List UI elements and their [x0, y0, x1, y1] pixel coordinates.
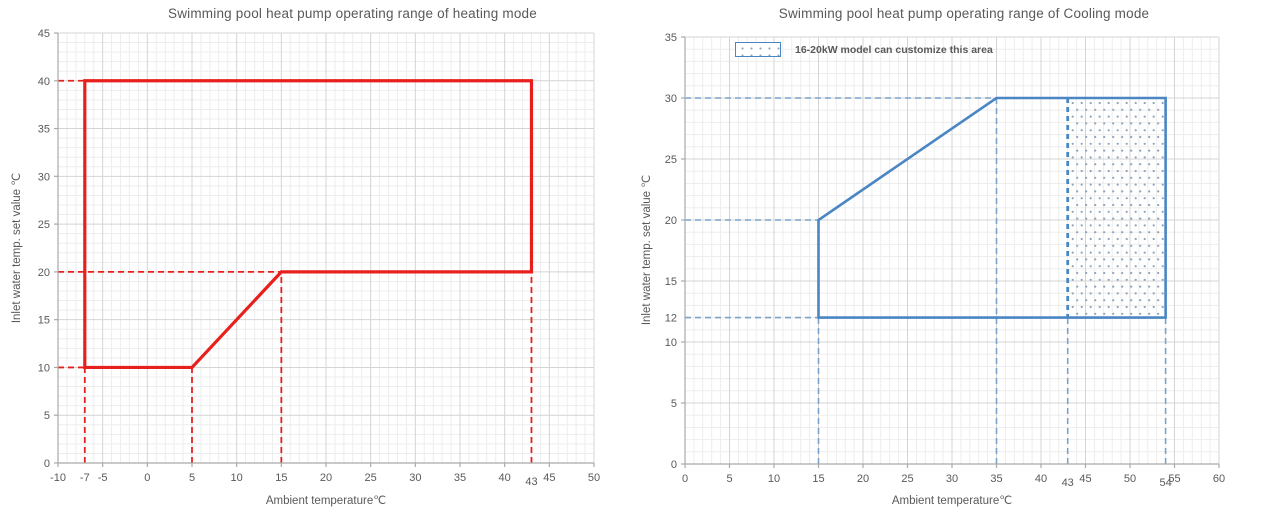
heating-chart-plot: -10 -5 0 5 10 15 20 25 30 35 40 45 50 -7 43 0 5 10 15 20 25 3… [38, 28, 600, 488]
x-tick-label: 30 [946, 473, 958, 485]
cooling-x-axis-label: Ambient temperature℃ [891, 495, 1013, 507]
x-tick-label: 15 [275, 472, 287, 484]
x-tick-label: 45 [543, 472, 555, 484]
y-tick-label: 12 [665, 313, 677, 325]
y-tick-label: 20 [665, 215, 677, 227]
x-tick-label: -5 [98, 472, 108, 484]
tick-labels: -10 -5 0 5 10 15 20 25 30 35 40 45 50 -7 43 0 5 10 15 20 25 3… [38, 28, 600, 488]
y-tick-label: 10 [665, 337, 677, 349]
y-tick-label: 5 [44, 410, 50, 422]
x-tick-label: 10 [231, 472, 243, 484]
cooling-legend-label: 16-20kW model can customize this area [795, 43, 993, 56]
tick-labels: 0 5 10 15 20 25 30 35 40 45 50 55 60 43 54 0 5 10 15 20 25 30… [665, 32, 1225, 489]
heating-chart-title: Swimming pool heat pump operating range … [168, 6, 537, 21]
x-tick-label: 35 [454, 472, 466, 484]
x-tick-label: 60 [1213, 473, 1225, 485]
x-tick-label: 54 [1159, 477, 1171, 489]
x-tick-label: 15 [812, 473, 824, 485]
customize-area-dots [1071, 101, 1164, 315]
customize-area-swatch-icon [735, 42, 781, 57]
x-tick-label: -10 [50, 472, 66, 484]
cooling-chart-plot: 0 5 10 15 20 25 30 35 40 45 50 55 60 43 54 0 5 10 15 20 25 30… [665, 32, 1225, 489]
operating-range-outline [817, 96, 1167, 319]
x-tick-label: 40 [499, 472, 511, 484]
x-tick-label: 35 [990, 473, 1002, 485]
y-tick-label: 15 [38, 315, 50, 327]
y-tick-label: 30 [38, 171, 50, 183]
y-tick-label: 40 [38, 76, 50, 88]
x-tick-label: 0 [144, 472, 150, 484]
operating-range-outline [83, 79, 534, 370]
heating-y-axis-label: Inlet water temp. set value ℃ [11, 172, 23, 324]
y-tick-label: 30 [665, 93, 677, 105]
y-tick-label: 45 [38, 28, 50, 40]
y-tick-label: 0 [671, 459, 677, 471]
cooling-y-axis-label: Inlet water temp. set value ℃ [641, 174, 653, 326]
y-tick-label: 25 [665, 154, 677, 166]
x-tick-label: 0 [682, 473, 688, 485]
x-tick-label: 20 [857, 473, 869, 485]
x-tick-label: 43 [525, 476, 537, 488]
guide-lines [58, 79, 533, 463]
x-tick-label: 10 [768, 473, 780, 485]
y-tick-label: 15 [665, 276, 677, 288]
y-tick-label: 0 [44, 458, 50, 470]
x-tick-label: 20 [320, 472, 332, 484]
x-tick-label: 50 [588, 472, 600, 484]
y-tick-label: 35 [38, 124, 50, 136]
y-tick-label: 20 [38, 267, 50, 279]
x-tick-label: 5 [726, 473, 732, 485]
cooling-chart-title: Swimming pool heat pump operating range … [778, 6, 1150, 21]
x-tick-label: 43 [1062, 477, 1074, 489]
x-tick-label: 50 [1124, 473, 1136, 485]
guide-lines [685, 97, 1167, 464]
x-tick-label: 30 [409, 472, 421, 484]
y-tick-label: 10 [38, 362, 50, 374]
heating-x-axis-label: Ambient temperature℃ [265, 495, 387, 507]
x-tick-label: 45 [1079, 473, 1091, 485]
y-tick-label: 5 [671, 398, 677, 410]
x-tick-label: 55 [1168, 473, 1180, 485]
cooling-legend: 16-20kW model can customize this area [735, 42, 993, 57]
cooling-chart-panel: 0 5 10 15 20 25 30 35 40 45 50 55 60 43 54 0 5 10 15 20 25 30… [630, 0, 1263, 532]
x-tick-label: 40 [1035, 473, 1047, 485]
x-tick-label: 5 [189, 472, 195, 484]
x-tick-label: 25 [365, 472, 377, 484]
y-tick-label: 25 [38, 219, 50, 231]
y-tick-label: 35 [665, 32, 677, 44]
x-tick-label: -7 [80, 472, 90, 484]
x-tick-label: 25 [901, 473, 913, 485]
heating-chart-panel: -10 -5 0 5 10 15 20 25 30 35 40 45 50 -7 43 0 5 10 15 20 25 3… [0, 0, 630, 532]
